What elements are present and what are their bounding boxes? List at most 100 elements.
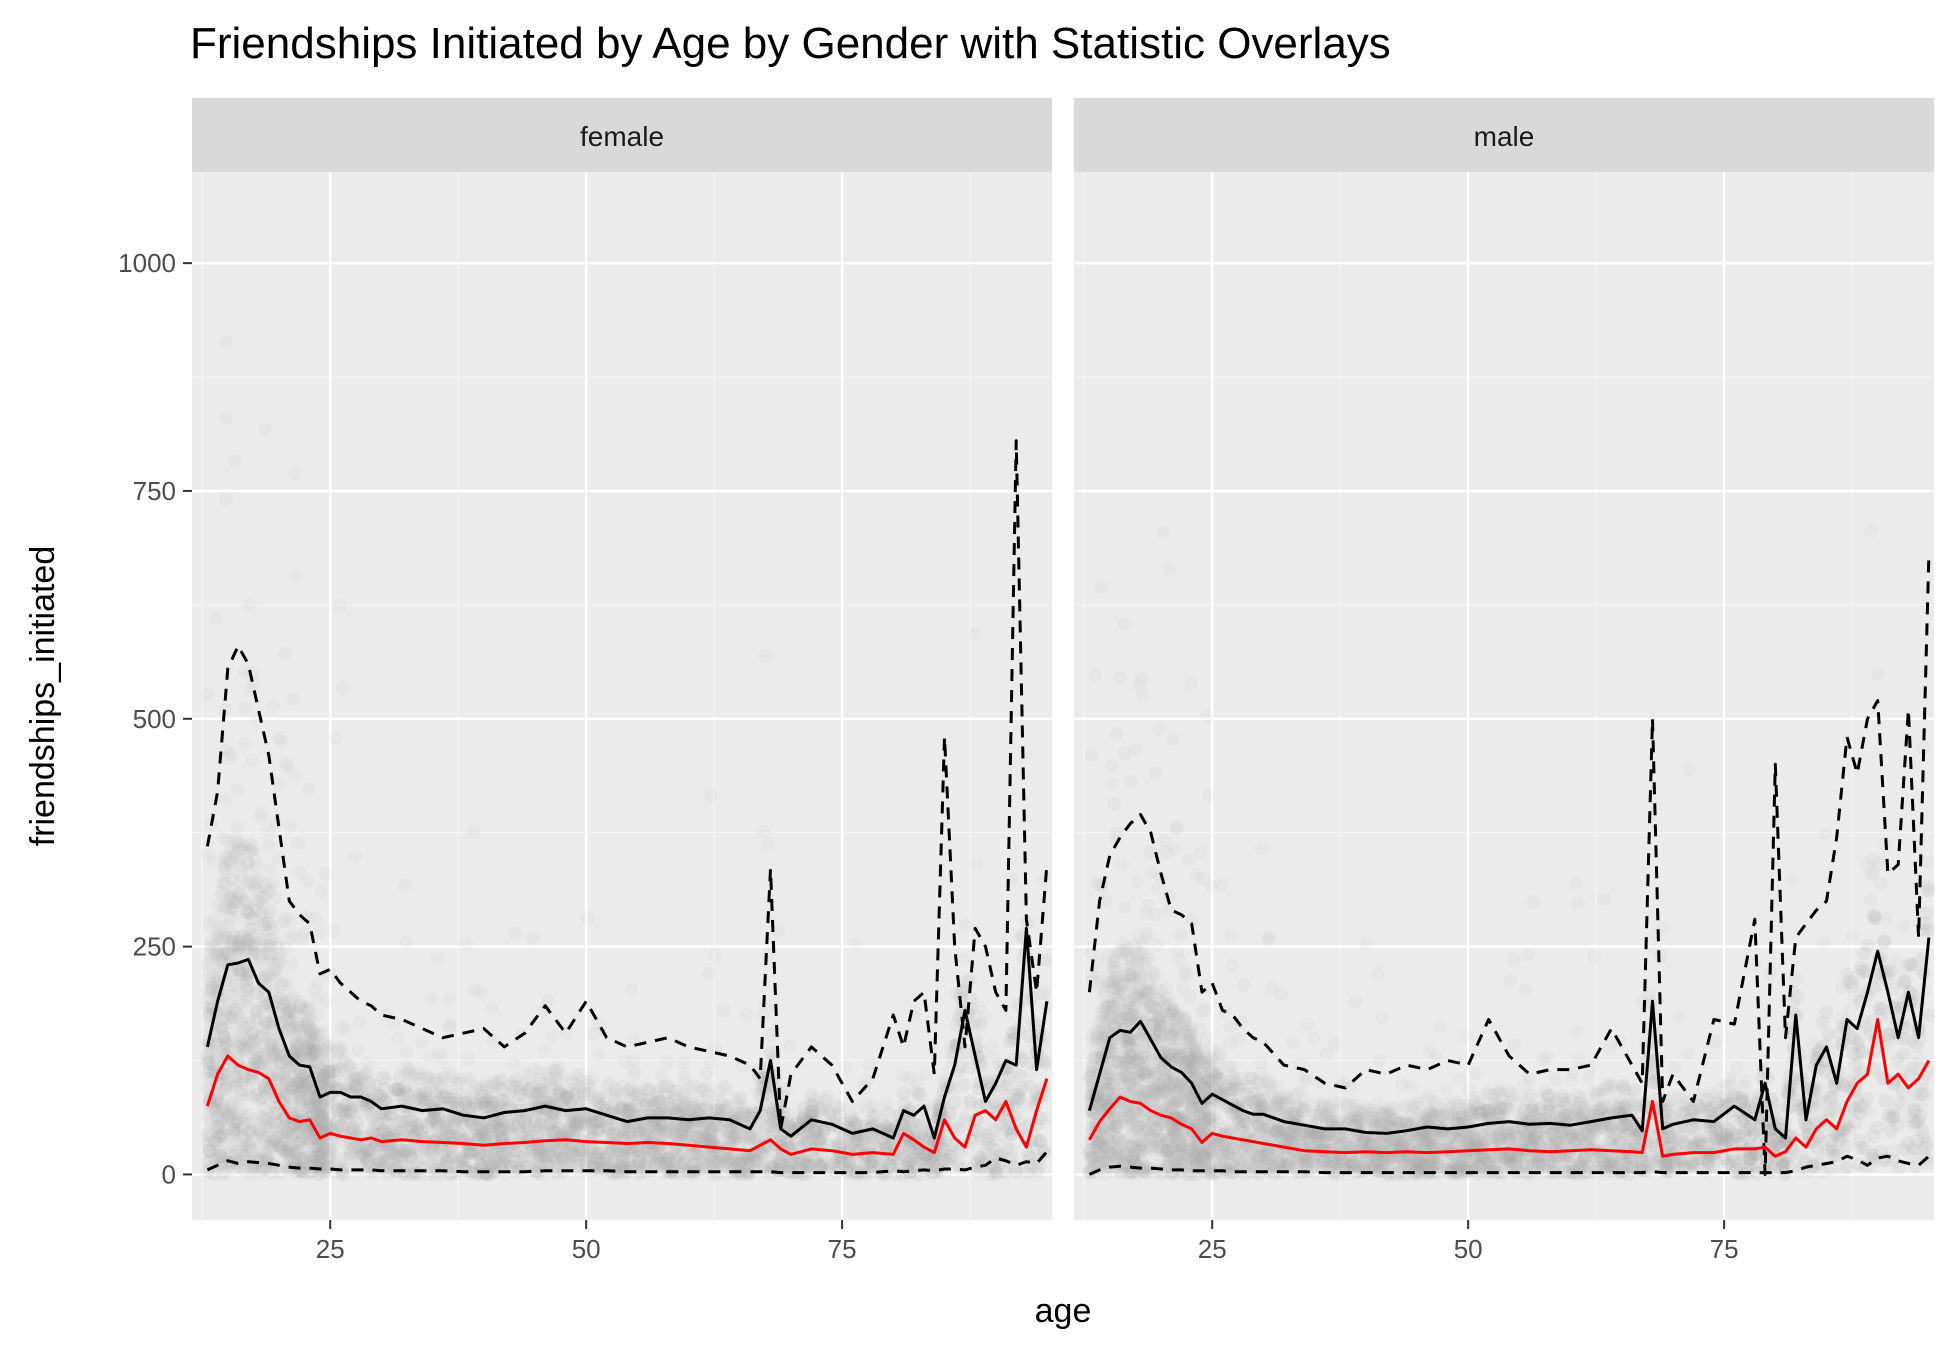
scatter-point <box>296 1132 311 1147</box>
scatter-point <box>232 939 247 954</box>
scatter-point <box>317 1099 332 1114</box>
scatter-point <box>507 1080 521 1095</box>
scatter-point <box>318 1036 333 1051</box>
scatter-point <box>227 888 242 903</box>
scatter-point <box>703 1055 718 1070</box>
scatter-point <box>418 1071 433 1086</box>
scatter-point <box>440 1126 455 1141</box>
scatter-point <box>259 939 274 954</box>
scatter-point <box>429 1071 444 1086</box>
scatter-point <box>206 1144 221 1159</box>
scatter-point <box>637 1151 652 1166</box>
scatter-point <box>580 910 595 925</box>
scatter-point <box>711 1103 726 1118</box>
scatter-point <box>631 1143 646 1157</box>
scatter-point <box>324 1136 338 1151</box>
scatter-point <box>229 1126 244 1140</box>
scatter-point <box>214 1128 228 1143</box>
scatter-point <box>989 1166 1004 1181</box>
scatter-point <box>301 1099 316 1114</box>
scatter-point <box>626 1068 641 1083</box>
scatter-point <box>381 1166 395 1181</box>
scatter-point <box>1033 1134 1048 1149</box>
scatter-point <box>287 465 302 480</box>
scatter-point <box>660 1109 675 1124</box>
scatter-point <box>685 1156 700 1171</box>
scatter-point <box>274 1137 289 1152</box>
scatter-point <box>213 923 228 937</box>
scatter-point <box>319 1043 334 1058</box>
scatter-point <box>247 940 261 954</box>
scatter-point <box>632 1085 647 1100</box>
scatter-point <box>1181 852 1196 867</box>
scatter-point <box>344 1098 359 1113</box>
scatter-point <box>302 1134 317 1149</box>
scatter-point <box>242 843 257 858</box>
scatter-point <box>944 1039 959 1054</box>
scatter-point <box>211 1116 226 1131</box>
scatter-point <box>1008 1089 1023 1104</box>
scatter-point <box>564 1141 579 1156</box>
scatter-point <box>526 1085 541 1100</box>
scatter-point <box>537 1043 552 1058</box>
scatter-point <box>298 1076 312 1091</box>
scatter-point <box>576 1147 591 1162</box>
scatter-point <box>258 422 272 436</box>
scatter-point <box>304 1024 318 1039</box>
scatter-point <box>214 1114 229 1129</box>
scatter-point <box>437 1072 452 1086</box>
scatter-point <box>262 939 277 954</box>
scatter-point <box>399 1066 414 1081</box>
scatter-point <box>242 1123 257 1138</box>
scatter-point <box>969 626 983 641</box>
scatter-point <box>427 1158 442 1172</box>
scatter-point <box>261 838 276 853</box>
scatter-point <box>815 1101 830 1116</box>
scatter-point <box>449 1077 464 1092</box>
scatter-point <box>293 1079 308 1093</box>
scatter-point <box>731 1106 746 1121</box>
scatter-point <box>814 1157 828 1172</box>
scatter-point <box>839 1060 854 1075</box>
scatter-point <box>347 1121 362 1136</box>
scatter-point <box>442 1019 457 1034</box>
scatter-point <box>1327 1037 1342 1051</box>
scatter-point <box>645 1145 660 1160</box>
scatter-point <box>746 1134 761 1149</box>
scatter-point <box>232 1009 247 1024</box>
scatter-point <box>376 1071 391 1085</box>
gridlines <box>192 172 1052 1220</box>
scatter-point <box>286 928 301 943</box>
scatter-point <box>659 1087 674 1101</box>
scatter-point <box>239 994 254 1009</box>
scatter-point <box>318 1053 333 1068</box>
scatter-point <box>946 1082 961 1097</box>
scatter-point <box>261 823 276 838</box>
scatter-point <box>388 1156 403 1171</box>
scatter-point <box>292 1097 307 1111</box>
scatter-point <box>239 840 254 855</box>
scatter-point <box>756 1008 771 1023</box>
x-tick-label: 25 <box>316 1234 345 1264</box>
scatter-point <box>223 906 238 921</box>
scatter-point <box>522 1151 537 1166</box>
scatter-point <box>429 1084 444 1099</box>
scatter-point <box>633 1089 648 1104</box>
scatter-point <box>279 941 294 956</box>
scatter-point <box>433 1078 448 1092</box>
scatter-point <box>463 1074 478 1089</box>
scatter-point <box>210 1129 225 1144</box>
scatter-point <box>292 1076 307 1091</box>
scatter-point <box>526 930 540 945</box>
scatter-point <box>303 1029 318 1044</box>
scatter-point <box>839 1133 854 1148</box>
scatter-point <box>460 1052 475 1067</box>
scatter-point <box>322 1150 337 1165</box>
scatter-point <box>473 984 488 999</box>
scatter-point <box>225 1104 240 1119</box>
scatter-point <box>558 1090 573 1104</box>
scatter-point <box>254 811 269 826</box>
scatter-point <box>490 1117 505 1132</box>
scatter-point <box>235 1139 250 1154</box>
scatter-point <box>484 1001 499 1016</box>
